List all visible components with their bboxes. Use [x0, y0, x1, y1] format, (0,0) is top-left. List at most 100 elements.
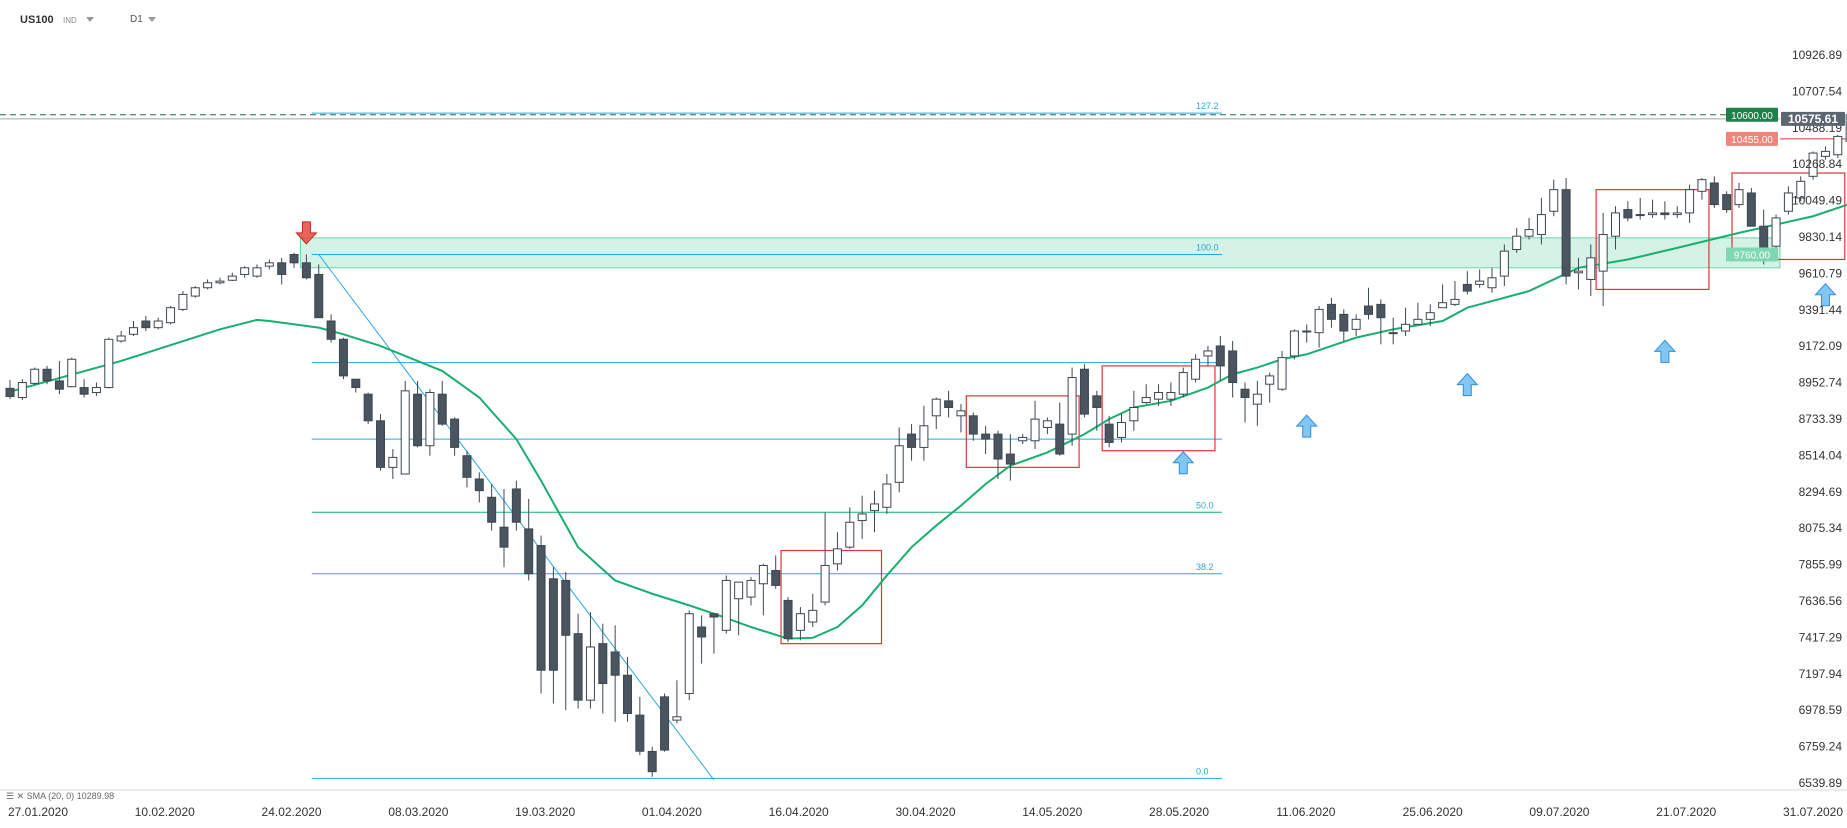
candle-body[interactable] — [647, 750, 657, 773]
candle-body[interactable] — [1030, 418, 1040, 442]
candle-body[interactable] — [264, 262, 274, 267]
candle-body[interactable] — [1722, 194, 1732, 211]
candle-body[interactable] — [1648, 212, 1658, 216]
candle-body[interactable] — [1783, 192, 1793, 212]
symbol-dropdown-icon[interactable] — [86, 17, 94, 22]
candle-body[interactable] — [129, 327, 138, 335]
candle-body[interactable] — [709, 613, 719, 618]
candle-body[interactable] — [1055, 423, 1065, 455]
candle-body[interactable] — [845, 521, 855, 548]
candle-body[interactable] — [808, 609, 818, 623]
candle-body[interactable] — [561, 579, 571, 636]
candle-body[interactable] — [437, 393, 447, 425]
candle-body[interactable] — [351, 378, 361, 389]
candle-body[interactable] — [1351, 318, 1361, 330]
candle-body[interactable] — [1746, 192, 1756, 227]
candle-body[interactable] — [783, 599, 793, 640]
candle-body[interactable] — [54, 380, 64, 390]
candle-body[interactable] — [487, 496, 497, 523]
candle-body[interactable] — [660, 696, 670, 751]
candle-body[interactable] — [326, 320, 336, 340]
candle-body[interactable] — [1141, 397, 1151, 404]
candle-body[interactable] — [1376, 303, 1386, 319]
candle-body[interactable] — [1042, 420, 1052, 428]
candle-body[interactable] — [1104, 423, 1114, 443]
candle-body[interactable] — [1512, 235, 1522, 251]
candle-body[interactable] — [166, 307, 176, 324]
candle-body[interactable] — [190, 287, 200, 297]
candle-body[interactable] — [314, 273, 324, 319]
candle-body[interactable] — [1462, 283, 1472, 292]
candle-body[interactable] — [1438, 302, 1448, 309]
candle-body[interactable] — [1228, 350, 1238, 384]
candle-body[interactable] — [907, 433, 917, 448]
candle-body[interactable] — [672, 716, 682, 721]
candle-body[interactable] — [573, 633, 583, 701]
candle-body[interactable] — [956, 410, 966, 417]
candle-body[interactable] — [1265, 375, 1275, 385]
candle-body[interactable] — [1413, 318, 1423, 325]
candle-body[interactable] — [1203, 350, 1213, 357]
candle-body[interactable] — [1771, 217, 1781, 247]
candle-body[interactable] — [1820, 150, 1830, 157]
candle-body[interactable] — [1549, 189, 1559, 212]
candle-body[interactable] — [116, 335, 126, 342]
candle-body[interactable] — [1808, 152, 1818, 177]
candle-body[interactable] — [585, 646, 595, 701]
candle-body[interactable] — [388, 456, 398, 468]
candle-body[interactable] — [1401, 323, 1411, 332]
indicator-icons[interactable]: ☰ ✕ — [6, 791, 27, 801]
candle-body[interactable] — [215, 280, 225, 284]
candle-body[interactable] — [42, 368, 52, 382]
candle-body[interactable] — [1635, 214, 1645, 217]
candle-body[interactable] — [1561, 189, 1571, 277]
timeframe-dropdown-icon[interactable] — [148, 17, 156, 22]
candle-body[interactable] — [1314, 308, 1324, 334]
candle-body[interactable] — [301, 262, 311, 279]
candle-body[interactable] — [746, 579, 756, 598]
candle-body[interactable] — [1079, 368, 1089, 415]
candle-body[interactable] — [511, 488, 521, 523]
candle-body[interactable] — [1302, 330, 1312, 333]
candle-body[interactable] — [524, 528, 534, 575]
candle-body[interactable] — [857, 513, 867, 522]
candle-body[interactable] — [1252, 393, 1262, 405]
candle-body[interactable] — [1005, 453, 1015, 465]
candle-body[interactable] — [67, 358, 77, 388]
candle-body[interactable] — [548, 578, 558, 671]
candle-body[interactable] — [1166, 392, 1176, 400]
candle-body[interactable] — [474, 478, 484, 492]
candle-body[interactable] — [79, 387, 89, 395]
candle-body[interactable] — [1289, 330, 1299, 357]
candle-body[interactable] — [1092, 395, 1102, 408]
candle-body[interactable] — [894, 445, 904, 483]
candle-body[interactable] — [623, 674, 632, 714]
candle-body[interactable] — [721, 579, 731, 631]
candle-body[interactable] — [758, 564, 768, 585]
candle-body[interactable] — [1660, 212, 1670, 216]
candle-body[interactable] — [832, 548, 842, 565]
candle-body[interactable] — [1611, 212, 1620, 237]
candle-body[interactable] — [141, 320, 151, 329]
symbol-label[interactable]: US100 — [20, 14, 54, 26]
candle-body[interactable] — [277, 262, 287, 275]
candle-body[interactable] — [425, 392, 435, 447]
candle-body[interactable] — [462, 455, 472, 478]
candle-body[interactable] — [919, 425, 929, 448]
candle-body[interactable] — [1240, 388, 1250, 399]
candle-body[interactable] — [1475, 280, 1485, 285]
candle-body[interactable] — [289, 253, 299, 264]
candle-body[interactable] — [968, 415, 978, 435]
candle-body[interactable] — [203, 282, 213, 289]
candle-body[interactable] — [227, 275, 237, 281]
candle-body[interactable] — [413, 393, 423, 447]
candle-body[interactable] — [104, 338, 114, 389]
candle-body[interactable] — [1388, 332, 1398, 335]
candle-body[interactable] — [1598, 234, 1608, 272]
candle-body[interactable] — [153, 320, 163, 329]
candle-body[interactable] — [1117, 421, 1126, 438]
candle-body[interactable] — [400, 390, 410, 475]
candle-body[interactable] — [1191, 358, 1201, 380]
candle-body[interactable] — [931, 398, 941, 417]
